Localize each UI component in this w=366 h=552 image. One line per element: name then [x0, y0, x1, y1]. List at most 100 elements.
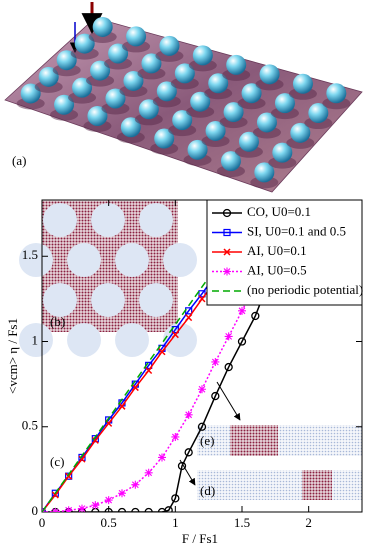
- point: [91, 436, 99, 444]
- point: [91, 435, 99, 443]
- inset-image: [197, 470, 362, 500]
- point: [197, 422, 207, 431]
- series-line: [42, 211, 256, 512]
- particle: [241, 83, 262, 104]
- x-tick-label: 0.5: [101, 515, 117, 530]
- point: [104, 507, 113, 512]
- point: [118, 402, 126, 410]
- point: [104, 496, 113, 505]
- hex-disk: [43, 283, 77, 317]
- y-tick-label: 0.5: [22, 418, 38, 433]
- point: [131, 480, 140, 489]
- point: [131, 384, 139, 392]
- hex-pattern: [19, 203, 197, 357]
- point: [185, 314, 193, 322]
- point: [198, 290, 206, 298]
- series-line: [42, 208, 297, 512]
- point: [131, 507, 140, 512]
- particle: [274, 93, 295, 114]
- point: [171, 331, 179, 339]
- hex-disk: [115, 243, 149, 277]
- point: [145, 366, 153, 375]
- hex-disk: [91, 283, 125, 317]
- hex-disk: [91, 203, 125, 237]
- point: [51, 491, 59, 499]
- hex-disk: [19, 323, 53, 357]
- hex-disk: [43, 203, 77, 237]
- particle: [92, 16, 113, 37]
- particle: [120, 117, 141, 138]
- x-tick-label: 1.5: [234, 515, 250, 530]
- legend-label: AI, U0=0.1: [247, 243, 307, 258]
- x-tick-label: 2: [305, 515, 312, 530]
- point: [198, 385, 206, 394]
- particle: [126, 26, 147, 47]
- arrow: [216, 381, 241, 421]
- particle: [226, 54, 247, 75]
- particle: [105, 88, 126, 109]
- inset-image: [302, 470, 332, 500]
- hex-disk: [115, 323, 149, 357]
- particle: [292, 73, 313, 94]
- point: [184, 410, 193, 419]
- particle: [254, 162, 275, 183]
- legend-marker: [223, 267, 231, 276]
- point: [184, 448, 193, 457]
- inset-e: (e): [197, 425, 362, 456]
- legend-marker: [223, 248, 231, 256]
- particle: [290, 122, 311, 143]
- legend-label: CO, U0=0.1: [247, 204, 311, 219]
- point: [158, 453, 166, 462]
- point: [91, 501, 100, 510]
- y-axis-label: <vcm> η / Fs1: [5, 318, 20, 394]
- particle: [156, 81, 177, 102]
- point: [164, 506, 173, 512]
- point: [158, 348, 166, 356]
- legend-label: AI, U0=0.5: [247, 262, 307, 277]
- particle: [220, 151, 241, 172]
- legend-label: SI, U0=0.1 and 0.5: [247, 223, 346, 238]
- particle: [205, 120, 226, 141]
- inset-image: [197, 425, 362, 456]
- particle: [238, 131, 259, 152]
- point: [78, 455, 86, 463]
- x-tick-label: 1: [172, 515, 179, 530]
- point: [238, 306, 246, 315]
- point: [198, 295, 206, 303]
- particle: [192, 45, 213, 66]
- point: [51, 489, 59, 497]
- particle: [326, 83, 347, 104]
- y-tick-label: 0: [32, 503, 39, 518]
- inset-b: (b): [19, 200, 197, 357]
- panel-label: (d): [200, 483, 215, 498]
- hex-disk: [139, 283, 173, 317]
- hex-disk: [163, 243, 197, 277]
- point: [65, 472, 73, 480]
- particle: [87, 105, 108, 126]
- particle: [138, 99, 159, 120]
- legend-marker: [223, 228, 231, 237]
- y-tick-label: 1.5: [22, 247, 38, 262]
- point: [224, 332, 233, 341]
- point: [144, 507, 153, 512]
- point: [211, 357, 220, 366]
- point: [237, 337, 247, 346]
- point: [251, 311, 260, 321]
- point: [118, 489, 126, 498]
- particle: [187, 139, 208, 160]
- inset-d: (d): [197, 470, 362, 500]
- particle: [141, 53, 162, 74]
- particle: [208, 73, 229, 94]
- point: [78, 453, 86, 462]
- surface-illustration: (a): [4, 2, 363, 193]
- particle: [159, 35, 180, 56]
- panel-label: (e): [200, 433, 214, 448]
- particle: [256, 112, 277, 133]
- hex-disk: [67, 243, 101, 277]
- particle: [172, 110, 193, 131]
- x-axis-label: F / Fs1: [182, 531, 218, 546]
- panel-label: (b): [50, 314, 65, 329]
- point: [78, 504, 86, 512]
- legend-label: (no periodic potential): [247, 282, 363, 297]
